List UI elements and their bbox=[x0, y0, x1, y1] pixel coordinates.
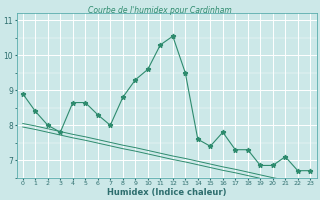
Text: Courbe de l'humidex pour Cardinham: Courbe de l'humidex pour Cardinham bbox=[88, 6, 232, 15]
X-axis label: Humidex (Indice chaleur): Humidex (Indice chaleur) bbox=[107, 188, 226, 197]
